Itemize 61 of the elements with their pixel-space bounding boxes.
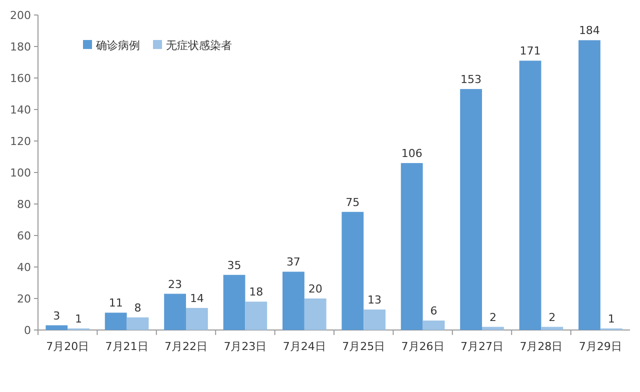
bar [460,89,482,330]
bar [282,272,304,330]
y-tick-label: 160 [10,72,31,85]
y-tick-label: 20 [17,292,31,306]
y-tick-label: 140 [10,103,31,116]
data-label: 171 [520,44,541,58]
data-label: 13 [368,294,382,307]
bar [422,320,445,330]
x-tick-label: 7月21日 [105,340,148,353]
bar [482,326,504,330]
x-tick-label: 7月24日 [282,340,326,353]
x-tick-label: 7月26日 [401,340,444,353]
x-tick-label: 7月22日 [164,340,208,353]
x-tick-label: 7月27日 [460,340,504,353]
x-tick-label: 7月25日 [342,340,386,353]
data-label: 1 [75,312,82,326]
x-tick-label: 7月23日 [224,340,267,353]
y-tick-label: 0 [24,324,31,337]
bar [46,325,68,330]
y-tick-label: 180 [10,40,31,54]
bar [164,294,186,330]
data-label: 11 [108,296,123,310]
y-tick-label: 200 [10,8,31,22]
bar [519,60,542,330]
data-label: 184 [578,24,600,38]
data-label: 106 [401,147,422,160]
x-tick-label: 7月20日 [46,340,90,353]
bar [541,326,564,330]
bar [364,310,386,330]
bar [126,317,149,330]
bar [104,312,127,330]
data-label: 18 [249,286,264,299]
data-label: 3 [53,309,60,322]
bar [245,302,268,330]
bar [342,212,364,330]
y-tick-label: 100 [10,166,31,180]
bar [186,308,208,330]
data-label: 8 [134,301,142,314]
data-label: 37 [286,256,300,269]
data-label: 35 [227,258,242,272]
data-label: 20 [308,282,322,296]
bar [400,163,423,330]
y-tick-label: 60 [17,229,31,242]
data-label: 2 [548,310,556,324]
bar [223,274,246,330]
y-tick-label: 120 [10,134,31,148]
y-tick-label: 40 [17,260,31,274]
legend-label: 无症状感染者 [166,38,232,52]
data-label: 1 [608,312,615,326]
data-label: 153 [460,73,482,86]
bar [578,40,600,330]
data-label: 75 [346,196,360,209]
data-label: 6 [430,304,438,318]
x-tick-label: 7月28日 [520,340,563,353]
bar [304,298,326,330]
data-label: 23 [168,278,182,291]
x-tick-label: 7月29日 [578,340,622,353]
data-label: 14 [190,292,204,305]
legend-label: 确诊病例 [95,38,140,52]
y-tick-label: 80 [17,198,31,211]
data-label: 2 [489,310,496,324]
